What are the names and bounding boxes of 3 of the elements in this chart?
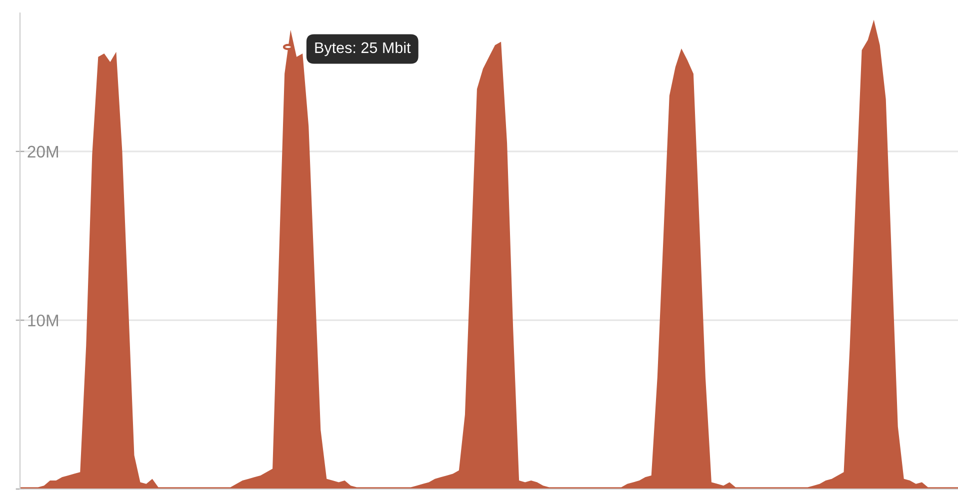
y-tick-label: 10M [28,314,58,326]
y-tick-label: 20M [28,146,58,158]
annotation: Bytes: 25 Mbit [315,42,411,56]
